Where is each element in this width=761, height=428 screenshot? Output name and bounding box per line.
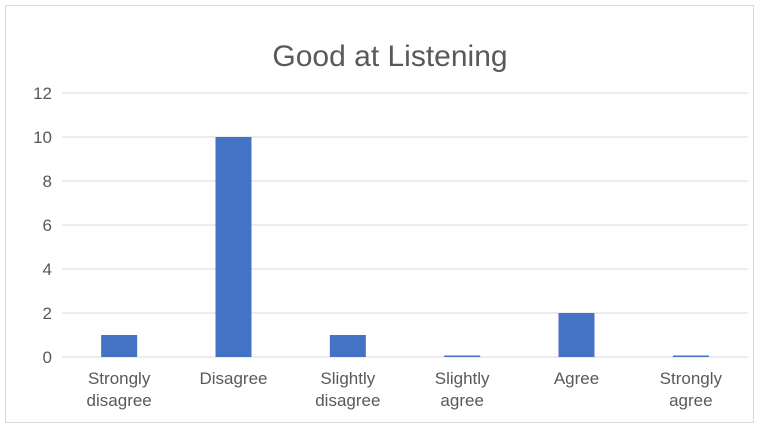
x-tick-label: Disagree xyxy=(199,369,267,388)
y-tick-label: 12 xyxy=(33,84,52,103)
bar xyxy=(329,335,366,357)
x-tick-label: Strongly disagree xyxy=(87,369,152,410)
y-tick-label: 0 xyxy=(43,348,52,367)
bars xyxy=(101,137,709,357)
y-tick-label: 6 xyxy=(43,216,52,235)
x-tick-label-line: disagree xyxy=(315,391,380,410)
bar xyxy=(558,313,595,357)
x-axis-ticks: Strongly disagree Disagree Slightly disagree… xyxy=(87,369,723,410)
x-tick-label-line: Agree xyxy=(554,369,599,388)
x-tick-label-line: Strongly xyxy=(88,369,151,388)
x-tick-label: Strongly agree xyxy=(660,369,723,410)
bar xyxy=(215,137,252,357)
x-tick-label-line: Strongly xyxy=(660,369,723,388)
x-tick-label-line: Slightly xyxy=(320,369,375,388)
bar xyxy=(444,355,481,357)
y-tick-label: 8 xyxy=(43,172,52,191)
bar xyxy=(101,335,138,357)
bar xyxy=(672,355,709,357)
y-tick-label: 4 xyxy=(43,260,52,279)
x-tick-label: Slightly agree xyxy=(435,369,490,410)
y-tick-label: 2 xyxy=(43,304,52,323)
x-tick-label: Agree xyxy=(554,369,599,388)
x-tick-label-line: disagree xyxy=(87,391,152,410)
x-tick-label-line: Slightly xyxy=(435,369,490,388)
chart-title: Good at Listening xyxy=(272,40,507,73)
x-tick-label: Slightly disagree xyxy=(315,369,380,410)
x-tick-label-line: agree xyxy=(440,391,483,410)
x-tick-label-line: Disagree xyxy=(199,369,267,388)
y-tick-label: 10 xyxy=(33,128,52,147)
gridlines xyxy=(62,92,748,358)
x-tick-label-line: agree xyxy=(669,391,712,410)
y-axis-ticks: 0 2 4 6 8 10 12 xyxy=(33,84,52,367)
